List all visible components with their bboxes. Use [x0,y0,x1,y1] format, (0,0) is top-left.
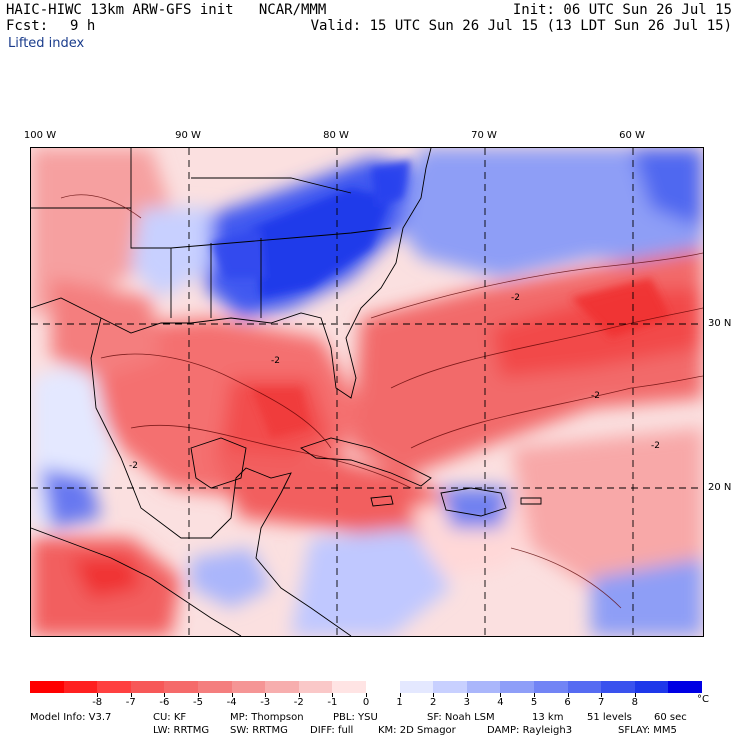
lat-lon-grid [31,148,703,636]
colorbar-tick [231,693,233,697]
contour-label: -2 [129,461,138,471]
colorbar-swatch [198,681,232,693]
colorbar-tick-label: -7 [125,697,136,708]
damping-option: DAMP: Rayleigh3 [487,725,573,736]
colorbar-swatch [164,681,199,693]
valid-time: Valid: 15 UTC Sun 26 Jul 15 (13 LDT Sun … [310,18,732,34]
colorbar-tick [466,693,468,697]
lifted-index-map: -2 -2 -2 -2 -2 [30,147,704,637]
colorbar-swatch [466,681,501,693]
colorbar-swatch [601,681,636,693]
colorbar-tick-label: 3 [463,697,470,708]
colorbar-tick [332,693,334,697]
colorbar-tick [567,693,569,697]
forecast-hour: 9 h [70,18,96,34]
colorbar-tick-label: -6 [159,697,170,708]
eddy-coefficient-option: KM: 2D Smagor [378,725,456,736]
colorbar-swatch [634,681,669,693]
lon-label-60w: 60 W [619,130,645,141]
model-info: Model Info: V3.7 [30,712,112,723]
lon-label-70w: 70 W [471,130,497,141]
colorbar-tick-label: -3 [260,697,271,708]
colorbar-tick [97,693,99,697]
contour-label: -2 [651,441,660,451]
surface-layer-option: SFLAY: MM5 [618,725,677,736]
forecast-label: Fcst: [6,18,49,34]
init-time: Init: 06 UTC Sun 26 Jul 15 [512,2,732,18]
colorbar-tick [534,693,535,697]
colorbar-tick-label: 1 [396,697,403,708]
lon-label-80w: 80 W [323,130,349,141]
field-name: Lifted index [8,36,85,51]
colorbar-tick-label: 0 [362,697,370,708]
colorbar-tick [634,693,636,697]
timestep: 60 sec [654,712,687,723]
surface-scheme: SF: Noah LSM [427,712,495,723]
colorbar-tick-label: 4 [497,697,504,708]
vertical-levels: 51 levels [587,712,632,723]
microphysics-scheme: MP: Thompson [230,712,304,723]
colorbar-unit: °C [697,694,709,705]
lon-label-90w: 90 W [175,130,201,141]
colorbar-tick [500,693,502,697]
colorbar-tick-label: -8 [92,697,103,708]
colorbar-swatch [298,681,333,693]
model-title: HAIC-HIWC 13km ARW-GFS init NCAR/MMM [6,2,327,18]
colorbar-tick-label: 5 [530,697,538,708]
colorbar-swatch [265,681,300,693]
colorbar-swatch [433,681,468,693]
colorbar-swatch [534,681,568,693]
colorbar-tick-label: -5 [193,697,203,708]
shaded-field [31,148,703,636]
colorbar-tick [601,693,603,697]
colorbar-tick-label: -4 [226,697,237,708]
contour-label: -2 [511,293,520,303]
colorbar-tick-label: 2 [430,697,437,708]
colorbar-tick [198,693,199,697]
contours [60,194,703,609]
colorbar-tick-label: 8 [631,697,638,708]
pbl-scheme: PBL: YSU [333,712,378,723]
colorbar-tick [366,693,367,697]
colorbar-tick [298,693,300,697]
contour-label: -2 [271,356,280,366]
lat-label-30n: 30 N [708,318,732,329]
colorbar-tick-label: 7 [598,697,605,708]
colorbar-swatch [332,681,367,693]
colorbar-tick [399,693,401,697]
colorbar-swatch [399,681,434,693]
cumulus-scheme: CU: KF [153,712,187,723]
colorbar-swatch [500,681,535,693]
diffusion-option: DIFF: full [310,725,354,736]
colorbar-swatch [63,681,98,693]
colorbar-swatch [130,681,165,693]
coastlines [31,148,542,636]
colorbar-tick-label: -2 [293,697,304,708]
colorbar-tick [130,693,132,697]
colorbar-tick-label: 6 [564,697,571,708]
shortwave-scheme: SW: RRTMG [230,725,288,736]
lat-label-20n: 20 N [708,482,732,493]
contour-label: -2 [591,391,600,401]
colorbar-swatch [668,681,703,693]
lon-label-100w: 100 W [23,130,57,141]
colorbar-swatch [30,681,64,693]
grid-spacing: 13 km [532,712,564,723]
colorbar-swatch [567,681,602,693]
colorbar-swatch [366,681,400,693]
colorbar-swatch [231,681,266,693]
colorbar-tick-label: -1 [327,697,338,708]
colorbar-tick [265,693,267,697]
colorbar-tick [164,693,166,697]
colorbar-swatch [97,681,132,693]
longwave-scheme: LW: RRTMG [153,725,210,736]
colorbar-tick [433,693,435,697]
